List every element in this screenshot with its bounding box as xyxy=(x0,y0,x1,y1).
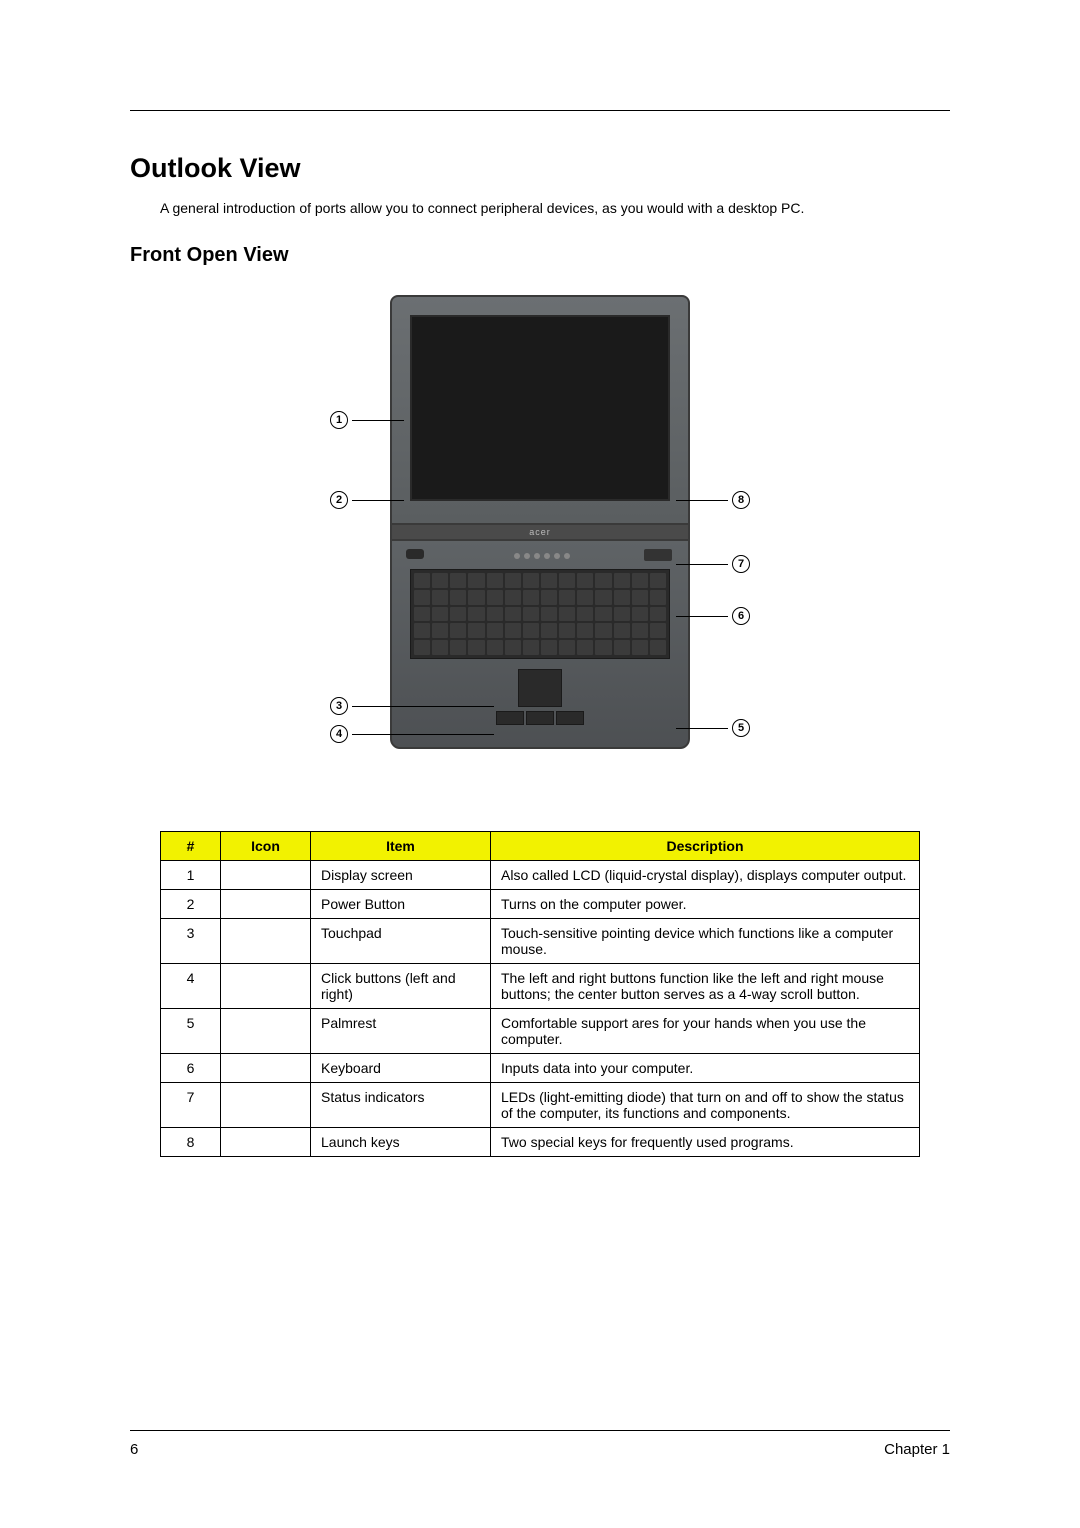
page-number: 6 xyxy=(130,1441,138,1458)
callout-7: 7 xyxy=(676,555,750,573)
cell-item: Display screen xyxy=(311,861,491,890)
callout-4: 4 xyxy=(330,725,494,743)
callout-number: 5 xyxy=(732,719,750,737)
th-num: # xyxy=(161,832,221,861)
table-row: 3 TouchpadTouch-sensitive pointing device… xyxy=(161,919,920,964)
intro-text: A general introduction of ports allow yo… xyxy=(160,200,950,216)
laptop-screen xyxy=(410,315,670,501)
th-desc: Description xyxy=(491,832,920,861)
top-rule xyxy=(130,110,950,111)
cell-num: 2 xyxy=(161,890,221,919)
cell-num: 1 xyxy=(161,861,221,890)
table-row: 8 Launch keysTwo special keys for frequen… xyxy=(161,1128,920,1157)
page-footer: 6 Chapter 1 xyxy=(130,1430,950,1458)
table-row: 4 Click buttons (left and right)The left … xyxy=(161,964,920,1009)
callout-number: 3 xyxy=(330,697,348,715)
laptop-base xyxy=(390,539,690,749)
callout-line xyxy=(676,728,728,729)
cell-num: 6 xyxy=(161,1054,221,1083)
cell-desc: The left and right buttons function like… xyxy=(491,964,920,1009)
keyboard-graphic xyxy=(410,569,670,659)
cell-icon xyxy=(221,861,311,890)
cell-desc: Also called LCD (liquid-crystal display)… xyxy=(491,861,920,890)
callout-line xyxy=(352,420,404,421)
callout-number: 6 xyxy=(732,607,750,625)
cell-icon xyxy=(221,1128,311,1157)
cell-desc: Inputs data into your computer. xyxy=(491,1054,920,1083)
table-row: 2 Power ButtonTurns on the computer power… xyxy=(161,890,920,919)
callout-line xyxy=(352,706,494,707)
parts-table: # Icon Item Description 1 Display screenA… xyxy=(160,831,920,1157)
cell-desc: LEDs (light-emitting diode) that turn on… xyxy=(491,1083,920,1128)
table-row: 1 Display screenAlso called LCD (liquid-c… xyxy=(161,861,920,890)
callout-line xyxy=(676,616,728,617)
cell-item: Power Button xyxy=(311,890,491,919)
parts-table-wrap: # Icon Item Description 1 Display screenA… xyxy=(160,831,920,1157)
cell-item: Launch keys xyxy=(311,1128,491,1157)
cell-desc: Two special keys for frequently used pro… xyxy=(491,1128,920,1157)
cell-num: 8 xyxy=(161,1128,221,1157)
touchpad-graphic xyxy=(518,669,562,707)
callout-line xyxy=(676,500,728,501)
launch-keys-graphic xyxy=(644,549,672,561)
click-buttons-graphic xyxy=(492,711,588,725)
diagram-container: acer 1 2 3 4 8 7 xyxy=(130,295,950,775)
callout-3: 3 xyxy=(330,697,494,715)
cell-item: Palmrest xyxy=(311,1009,491,1054)
chapter-label: Chapter 1 xyxy=(884,1441,950,1458)
cell-num: 5 xyxy=(161,1009,221,1054)
callout-line xyxy=(352,500,404,501)
cell-icon xyxy=(221,964,311,1009)
cell-item: Keyboard xyxy=(311,1054,491,1083)
cell-desc: Touch-sensitive pointing device which fu… xyxy=(491,919,920,964)
callout-number: 2 xyxy=(330,491,348,509)
cell-icon xyxy=(221,890,311,919)
laptop-hinge: acer xyxy=(390,525,690,539)
laptop-lid xyxy=(390,295,690,525)
cell-item: Status indicators xyxy=(311,1083,491,1128)
power-button-graphic xyxy=(406,549,424,559)
table-row: 6 KeyboardInputs data into your computer. xyxy=(161,1054,920,1083)
callout-8: 8 xyxy=(676,491,750,509)
brand-logo: acer xyxy=(529,527,551,537)
callout-5: 5 xyxy=(676,719,750,737)
callout-6: 6 xyxy=(676,607,750,625)
th-item: Item xyxy=(311,832,491,861)
cell-num: 3 xyxy=(161,919,221,964)
cell-desc: Turns on the computer power. xyxy=(491,890,920,919)
cell-icon xyxy=(221,1054,311,1083)
laptop-illustration: acer xyxy=(390,295,690,749)
subsection-title: Front Open View xyxy=(130,244,950,267)
cell-icon xyxy=(221,1009,311,1054)
callout-line xyxy=(676,564,728,565)
callout-number: 8 xyxy=(732,491,750,509)
touch-area xyxy=(492,669,588,733)
table-row: 7 Status indicatorsLEDs (light-emitting d… xyxy=(161,1083,920,1128)
cell-item: Click buttons (left and right) xyxy=(311,964,491,1009)
cell-item: Touchpad xyxy=(311,919,491,964)
section-title: Outlook View xyxy=(130,153,950,184)
cell-num: 7 xyxy=(161,1083,221,1128)
cell-num: 4 xyxy=(161,964,221,1009)
callout-line xyxy=(352,734,494,735)
status-strip-graphic xyxy=(487,551,597,561)
callout-number: 1 xyxy=(330,411,348,429)
cell-desc: Comfortable support ares for your hands … xyxy=(491,1009,920,1054)
cell-icon xyxy=(221,919,311,964)
cell-icon xyxy=(221,1083,311,1128)
th-icon: Icon xyxy=(221,832,311,861)
callout-1: 1 xyxy=(330,411,404,429)
table-row: 5 PalmrestComfortable support ares for yo… xyxy=(161,1009,920,1054)
callout-number: 7 xyxy=(732,555,750,573)
callout-number: 4 xyxy=(330,725,348,743)
callout-2: 2 xyxy=(330,491,404,509)
